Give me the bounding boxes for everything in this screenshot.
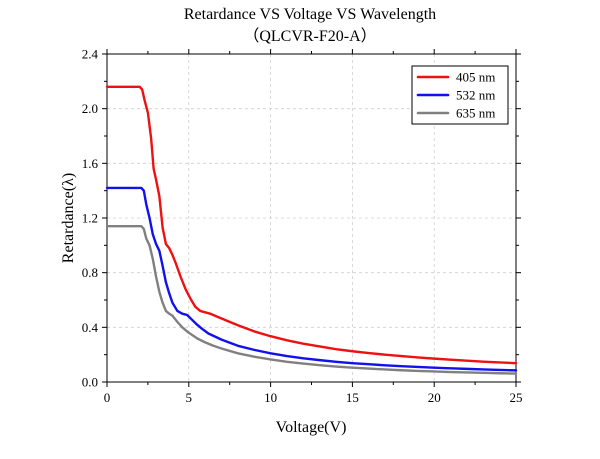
x-axis-label: Voltage(V) [276, 419, 347, 436]
y-tick-label: 2.0 [82, 101, 98, 116]
series-line-532nm [105, 186, 518, 372]
x-tick-label: 25 [510, 390, 523, 405]
legend-label-635nm: 635 nm [456, 106, 495, 121]
axis-ticks [102, 49, 521, 387]
series-lines [105, 85, 518, 375]
x-tick-label: 10 [264, 390, 277, 405]
x-tick-labels: 0 5 10 15 20 25 [104, 390, 523, 405]
y-tick-label: 0.4 [82, 320, 99, 335]
x-tick-label: 20 [428, 390, 441, 405]
y-tick-label: 1.2 [82, 211, 98, 226]
y-tick-label: 0.8 [82, 265, 98, 280]
y-tick-label: 2.4 [82, 47, 99, 62]
y-tick-label: 0.0 [82, 375, 98, 390]
legend-label-405nm: 405 nm [456, 70, 495, 85]
chart-subtitle: （QLCVR-F20-A） [243, 27, 376, 45]
legend: 405 nm 532 nm 635 nm [411, 65, 509, 125]
chart-title: Retardance VS Voltage VS Wavelength [184, 6, 436, 23]
x-tick-label: 15 [346, 390, 359, 405]
series-line-405nm [105, 85, 518, 365]
y-axis-label: Retardance(λ) [60, 173, 77, 263]
series-line-635nm [105, 225, 518, 375]
y-tick-label: 1.6 [82, 156, 99, 171]
x-tick-label: 5 [186, 390, 193, 405]
legend-label-532nm: 532 nm [456, 88, 495, 103]
x-tick-label: 0 [104, 390, 111, 405]
y-tick-labels: 0.0 0.4 0.8 1.2 1.6 2.0 2.4 [82, 47, 99, 390]
